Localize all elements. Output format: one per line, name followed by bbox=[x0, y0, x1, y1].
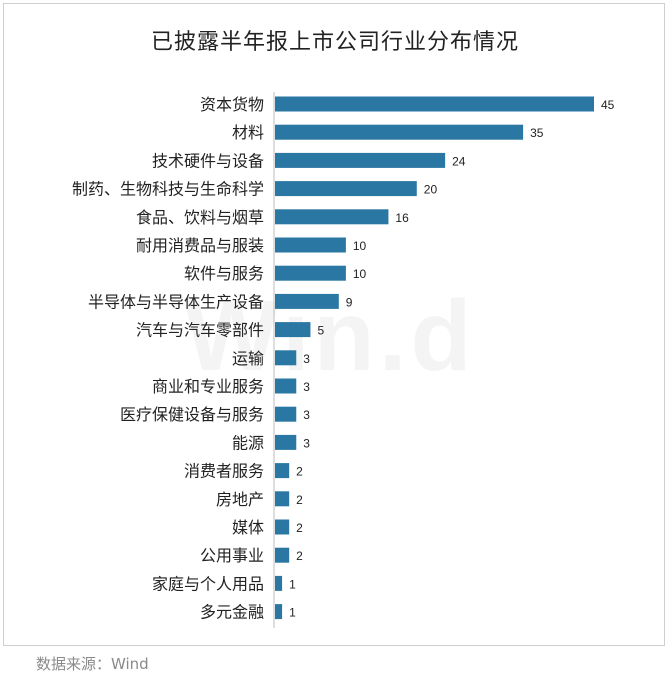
value-label: 3 bbox=[303, 352, 310, 366]
category-label: 能源 bbox=[232, 433, 264, 452]
bar bbox=[275, 152, 446, 168]
value-label: 10 bbox=[353, 267, 367, 281]
value-label: 45 bbox=[601, 98, 615, 112]
bar bbox=[275, 209, 389, 225]
bar bbox=[275, 96, 594, 112]
bar bbox=[275, 491, 290, 507]
chart-title: 已披露半年报上市公司行业分布情况 bbox=[150, 30, 519, 55]
data-source-note: 数据来源：Wind bbox=[36, 655, 149, 673]
category-label: 半导体与半导体生产设备 bbox=[88, 292, 264, 311]
bar bbox=[275, 350, 297, 366]
bar bbox=[275, 463, 290, 479]
value-label: 24 bbox=[452, 154, 466, 168]
category-label: 制药、生物科技与生命科学 bbox=[72, 180, 264, 199]
category-label: 耐用消费品与服装 bbox=[136, 236, 264, 255]
category-label: 医疗保健设备与服务 bbox=[120, 405, 264, 424]
value-label: 1 bbox=[289, 577, 296, 591]
bar bbox=[275, 265, 346, 281]
category-label: 媒体 bbox=[232, 518, 264, 537]
value-label: 3 bbox=[303, 436, 310, 450]
category-label: 多元金融 bbox=[200, 603, 264, 622]
bar bbox=[275, 575, 283, 591]
category-label: 家庭与个人用品 bbox=[152, 574, 264, 593]
category-label: 汽车与汽车零部件 bbox=[136, 321, 264, 340]
bar bbox=[275, 237, 346, 253]
bar bbox=[275, 434, 297, 450]
bar bbox=[275, 293, 339, 309]
category-label: 软件与服务 bbox=[184, 264, 264, 283]
bar bbox=[275, 519, 290, 535]
value-label: 16 bbox=[395, 211, 409, 225]
category-label: 运输 bbox=[232, 349, 264, 368]
bar bbox=[275, 547, 290, 563]
bar bbox=[275, 322, 311, 338]
value-label: 2 bbox=[296, 521, 303, 535]
value-label: 20 bbox=[424, 183, 438, 197]
bar bbox=[275, 378, 297, 394]
bar bbox=[275, 181, 417, 197]
category-label: 商业和专业服务 bbox=[152, 377, 264, 396]
category-label: 消费者服务 bbox=[184, 462, 264, 481]
value-label: 3 bbox=[303, 380, 310, 394]
category-label: 公用事业 bbox=[200, 546, 264, 565]
value-label: 2 bbox=[296, 549, 303, 563]
bar bbox=[275, 604, 283, 620]
value-label: 3 bbox=[303, 408, 310, 422]
category-label: 食品、饮料与烟草 bbox=[136, 208, 264, 227]
category-label: 技术硬件与设备 bbox=[152, 151, 264, 170]
value-label: 2 bbox=[296, 465, 303, 479]
category-label: 房地产 bbox=[216, 490, 264, 509]
value-label: 5 bbox=[317, 324, 324, 338]
category-label: 资本货物 bbox=[200, 95, 264, 114]
value-label: 35 bbox=[530, 126, 544, 140]
value-label: 9 bbox=[346, 295, 353, 309]
value-label: 2 bbox=[296, 493, 303, 507]
value-label: 10 bbox=[353, 239, 367, 253]
bar bbox=[275, 406, 297, 422]
category-label: 材料 bbox=[232, 123, 264, 142]
value-label: 1 bbox=[289, 606, 296, 620]
bar bbox=[275, 124, 524, 140]
